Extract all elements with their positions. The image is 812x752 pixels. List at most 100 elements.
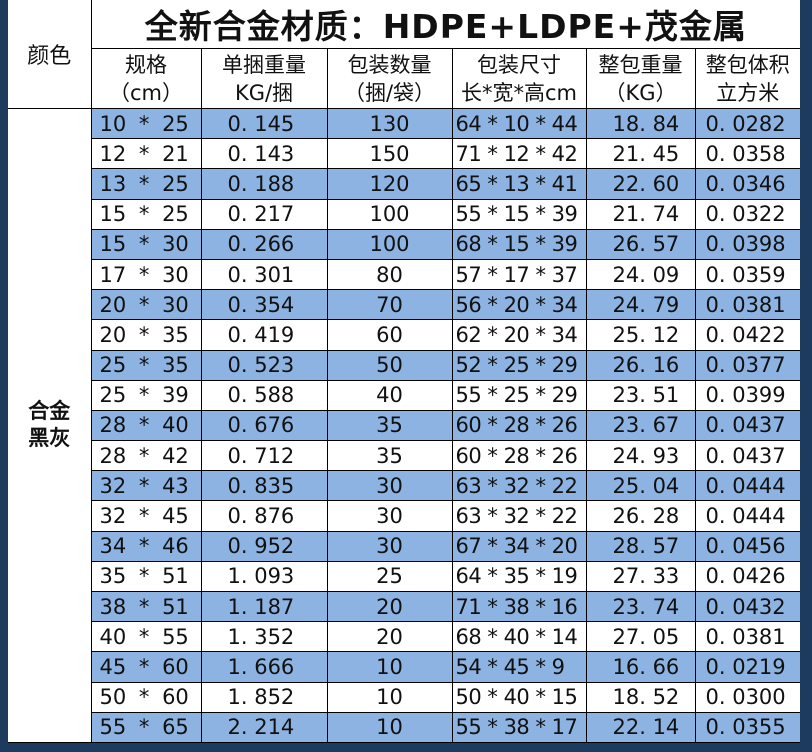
cell-spec: 45 * 60 (91, 651, 202, 683)
cell-pack-qty: 35 (326, 440, 453, 472)
table-row: 32 * 45 0. 876 30 63 * 32 * 22 26. 28 0. 0444 (8, 500, 801, 532)
cell-unit-weight: 0. 876 (200, 500, 328, 532)
cell-spec: 28 * 42 (91, 440, 202, 472)
cell-pack-size: 52 * 25 * 29 (451, 349, 587, 381)
cell-pack-volume: 0. 0282 (694, 107, 801, 140)
cell-pack-size: 71 * 12 * 42 (451, 138, 587, 170)
table-row: 20 * 30 0. 354 70 56 * 20 * 34 24. 79 0. 0381 (8, 289, 801, 321)
table-row: 38 * 51 1. 187 20 71 * 38 * 16 23. 74 0. 0432 (8, 590, 801, 623)
cell-pack-volume: 0. 0300 (694, 681, 801, 713)
cell-pack-weight: 23. 67 (585, 409, 696, 442)
table-title: 全新合金材质：HDPE+LDPE+茂金属 (90, 0, 801, 49)
cell-pack-qty: 80 (326, 258, 453, 291)
cell-pack-volume: 0. 0322 (694, 198, 801, 230)
cell-pack-weight: 24. 79 (585, 289, 696, 321)
cell-pack-weight: 21. 45 (585, 138, 696, 170)
cell-pack-volume: 0. 0456 (694, 530, 801, 562)
table-row: 50 * 60 1. 852 10 50 * 40 * 15 18. 52 0. 0300 (8, 681, 801, 713)
table-row: 28 * 40 0. 676 35 60 * 28 * 26 23. 67 0. 0437 (8, 409, 801, 442)
cell-spec: 15 * 30 (91, 228, 202, 260)
cell-pack-size: 63 * 32 * 22 (451, 470, 587, 502)
cell-spec: 35 * 51 (91, 560, 202, 593)
cell-pack-qty: 25 (326, 560, 453, 593)
cell-spec: 34 * 46 (91, 530, 202, 562)
cell-pack-volume: 0. 0381 (694, 621, 801, 653)
cell-pack-volume: 0. 0359 (694, 258, 801, 291)
header-pack-weight: 整包重量 （KG） (585, 48, 696, 109)
cell-unit-weight: 0. 419 (200, 319, 328, 351)
cell-pack-volume: 0. 0399 (694, 379, 801, 411)
cell-spec: 13 * 25 (91, 168, 202, 200)
cell-spec: 15 * 25 (91, 198, 202, 230)
cell-spec: 10 * 25 (90, 107, 202, 140)
color-line-2: 黑灰 (28, 426, 71, 451)
cell-pack-volume: 0. 0444 (694, 500, 801, 532)
cell-unit-weight: 0. 835 (200, 470, 328, 502)
cell-pack-weight: 26. 57 (585, 228, 696, 260)
cell-pack-volume: 0. 0219 (694, 651, 801, 683)
cell-unit-weight: 1. 187 (200, 590, 328, 623)
cell-spec: 55 * 65 (91, 711, 202, 743)
cell-pack-weight: 21. 74 (585, 198, 696, 230)
cell-pack-weight: 25. 04 (585, 470, 696, 502)
cell-pack-size: 71 * 38 * 16 (451, 590, 587, 623)
table-row: 20 * 35 0. 419 60 62 * 20 * 34 25. 12 0. 0422 (8, 319, 801, 351)
cell-pack-weight: 24. 09 (585, 258, 696, 291)
cell-spec: 28 * 40 (91, 409, 202, 442)
table-row: 13 * 25 0. 188 120 65 * 13 * 41 22. 60 0. 034… (8, 168, 801, 200)
cell-pack-size: 64 * 10 * 44 (451, 107, 587, 140)
cell-pack-weight: 26. 28 (585, 500, 696, 532)
cell-spec: 17 * 30 (91, 258, 202, 291)
cell-spec: 20 * 35 (91, 319, 202, 351)
cell-spec: 20 * 30 (91, 289, 202, 321)
cell-spec: 50 * 60 (91, 681, 202, 713)
cell-pack-volume: 0. 0346 (694, 168, 801, 200)
table-row: 15 * 25 0. 217 100 55 * 15 * 39 21. 74 0. 032… (8, 198, 801, 230)
cell-pack-qty: 100 (326, 228, 453, 260)
cell-pack-size: 55 * 38 * 17 (451, 711, 587, 743)
cell-pack-volume: 0. 0437 (694, 440, 801, 472)
cell-unit-weight: 0. 145 (200, 107, 328, 140)
cell-pack-size: 54 * 45 * 9 (451, 651, 587, 683)
cell-unit-weight: 0. 266 (200, 228, 328, 260)
cell-pack-qty: 30 (326, 470, 453, 502)
cell-pack-weight: 24. 93 (585, 440, 696, 472)
table-row: 40 * 55 1. 352 20 68 * 40 * 14 27. 05 0. 0381 (8, 621, 801, 653)
cell-pack-qty: 120 (326, 168, 453, 200)
cell-pack-weight: 28. 57 (585, 530, 696, 562)
cell-pack-qty: 60 (326, 319, 453, 351)
cell-pack-qty: 40 (326, 379, 453, 411)
cell-pack-size: 55 * 15 * 39 (451, 198, 587, 230)
cell-pack-size: 62 * 20 * 34 (451, 319, 587, 351)
table-row: 28 * 42 0. 712 35 60 * 28 * 26 24. 93 0. 0437 (8, 440, 801, 472)
cell-pack-size: 60 * 28 * 26 (451, 440, 587, 472)
cell-pack-qty: 10 (326, 681, 453, 713)
cell-pack-qty: 150 (326, 138, 453, 170)
cell-unit-weight: 1. 352 (200, 621, 328, 653)
cell-pack-volume: 0. 0444 (694, 470, 801, 502)
cell-unit-weight: 0. 952 (200, 530, 328, 562)
table-row: 34 * 46 0. 952 30 67 * 34 * 20 28. 57 0. 0456 (8, 530, 801, 562)
cell-pack-volume: 0. 0437 (694, 409, 801, 442)
cell-pack-weight: 23. 51 (585, 379, 696, 411)
cell-pack-volume: 0. 0426 (694, 560, 801, 593)
header-spec: 规格 （cm） (91, 48, 202, 109)
cell-pack-qty: 10 (326, 711, 453, 743)
cell-pack-size: 50 * 40 * 15 (451, 681, 587, 713)
cell-pack-qty: 35 (326, 409, 453, 442)
cell-pack-volume: 0. 0422 (694, 319, 801, 351)
cell-pack-weight: 22. 60 (585, 168, 696, 200)
cell-spec: 12 * 21 (91, 138, 202, 170)
table-row: 32 * 43 0. 835 30 63 * 32 * 22 25. 04 0. 0444 (8, 470, 801, 502)
cell-pack-size: 67 * 34 * 20 (451, 530, 587, 562)
cell-pack-size: 68 * 40 * 14 (451, 621, 587, 653)
cell-spec: 40 * 55 (91, 621, 202, 653)
table-row: 15 * 30 0. 266 100 68 * 15 * 39 26. 57 0. 039… (8, 228, 801, 260)
table-row: 45 * 60 1. 666 10 54 * 45 * 9 16. 66 0. 0219 (8, 651, 801, 683)
color-value-cell: 合金 黑灰 (8, 108, 92, 743)
cell-unit-weight: 1. 666 (200, 651, 328, 683)
table-row: 17 * 30 0. 301 80 57 * 17 * 37 24. 09 0. 0359 (8, 258, 801, 291)
cell-spec: 32 * 45 (91, 500, 202, 532)
cell-pack-volume: 0. 0398 (694, 228, 801, 260)
header-pack-qty: 包装数量 （捆/袋） (326, 48, 453, 109)
